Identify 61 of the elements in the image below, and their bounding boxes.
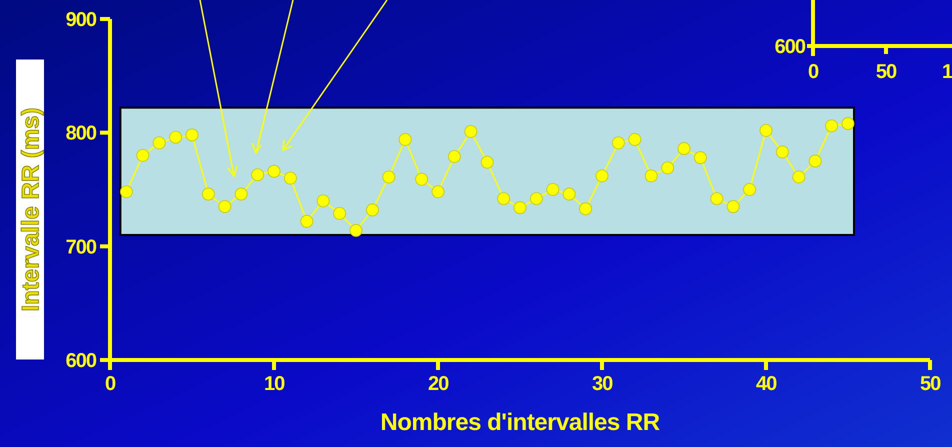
- point: [514, 201, 526, 214]
- point: [136, 149, 150, 162]
- point: [186, 128, 198, 142]
- point: [497, 192, 510, 205]
- point: [202, 188, 215, 200]
- point: [234, 188, 248, 200]
- y-tick-label: 600: [66, 350, 97, 372]
- point: [760, 124, 772, 137]
- annotation: 600: [774, 36, 806, 58]
- point: [284, 172, 297, 185]
- point: [480, 156, 494, 169]
- point: [579, 202, 592, 216]
- point: [546, 183, 560, 196]
- point: [251, 168, 264, 182]
- point: [644, 169, 658, 182]
- point: [300, 214, 314, 228]
- point: [842, 117, 854, 130]
- x-tick-label: 20: [428, 373, 450, 395]
- point: [562, 188, 576, 200]
- point: [743, 183, 756, 196]
- point: [792, 170, 806, 184]
- annotation: 0: [808, 61, 819, 83]
- point: [398, 133, 412, 146]
- point: [726, 200, 740, 213]
- point: [661, 162, 674, 174]
- x-tick-label: 10: [264, 373, 286, 395]
- point: [366, 204, 379, 216]
- point: [530, 192, 543, 205]
- point: [825, 119, 838, 132]
- y-tick-label: 900: [66, 9, 97, 31]
- x-axis-title: Nombres d'intervalles RR: [380, 409, 660, 436]
- point: [268, 164, 280, 178]
- point: [432, 185, 444, 198]
- y-tick-label: 700: [66, 236, 97, 258]
- point: [382, 170, 396, 184]
- point: [464, 125, 478, 138]
- point: [596, 169, 608, 182]
- point: [448, 150, 461, 163]
- text: 1: [942, 61, 952, 83]
- point: [169, 130, 182, 144]
- point: [710, 192, 724, 205]
- annotation: 50: [876, 61, 897, 83]
- point: [333, 206, 346, 220]
- x-tick-label: 30: [592, 373, 614, 395]
- x-tick-label: 40: [756, 373, 778, 395]
- y-tick-label: 800: [66, 122, 97, 145]
- point: [808, 154, 822, 168]
- point: [415, 172, 428, 186]
- point: [612, 136, 625, 150]
- point: [152, 136, 166, 150]
- point: [694, 151, 707, 164]
- point: [120, 185, 133, 198]
- point: [350, 224, 362, 237]
- point: [218, 200, 232, 213]
- y-axis-title: Intervalle RR (ms): [17, 107, 44, 312]
- point: [678, 142, 690, 155]
- x-tick-label: 50: [920, 373, 942, 395]
- x-tick-label: 0: [105, 373, 116, 395]
- point: [776, 146, 789, 158]
- point: [628, 133, 642, 146]
- point: [316, 194, 330, 208]
